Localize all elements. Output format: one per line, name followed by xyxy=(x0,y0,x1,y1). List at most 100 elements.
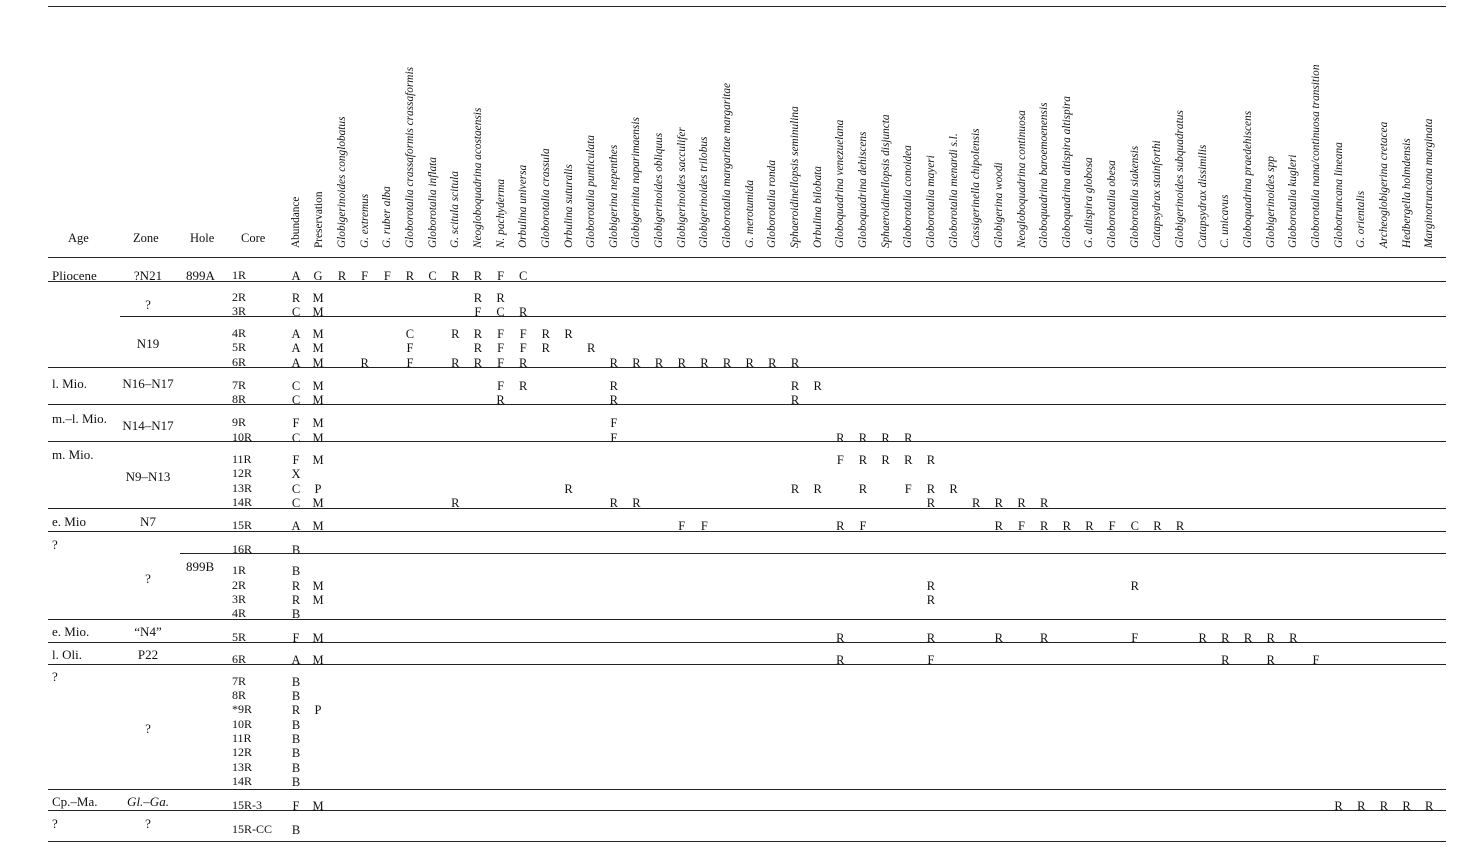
occurrence-cell: R xyxy=(904,431,913,445)
species-header: Globoquadrina dehiscens xyxy=(856,131,869,248)
species-header: Globorotalia menardi s.l. xyxy=(947,133,960,248)
occurrence-cell: F xyxy=(497,327,505,341)
table-top-rule xyxy=(48,6,1446,7)
species-header: Globoquadrina baroemoenensis xyxy=(1038,102,1051,249)
preservation-value: M xyxy=(312,431,324,445)
preservation-value: M xyxy=(312,631,324,645)
abundance-value: A xyxy=(291,356,301,370)
group-separator-rule xyxy=(48,531,1446,532)
zone-label: ?N21 xyxy=(133,268,163,283)
core-label: 5R xyxy=(232,630,247,644)
species-header: Globorotalia margaritae margaritae xyxy=(721,82,734,248)
occurrence-cell: R xyxy=(677,356,686,370)
abundance-value: X xyxy=(291,467,301,481)
occurrence-cell: C xyxy=(405,327,415,341)
occurrence-cell: C xyxy=(519,269,528,283)
header-zone: Zone xyxy=(133,231,159,245)
occurrence-cell: R xyxy=(541,327,551,341)
abundance-value: C xyxy=(291,379,301,393)
occurrence-cell: R xyxy=(972,496,981,510)
occurrence-cell: F xyxy=(678,519,686,533)
occurrence-cell: R xyxy=(858,453,868,467)
occurrence-cell: R xyxy=(473,327,483,341)
species-header: Globorotalia obesa xyxy=(1106,160,1119,248)
abundance-value: R xyxy=(291,579,301,593)
species-header: G. extremus xyxy=(358,193,371,248)
group-separator-rule xyxy=(48,404,1446,405)
core-label: 8R xyxy=(232,688,247,702)
occurrence-cell: R xyxy=(337,269,347,283)
occurrence-cell: R xyxy=(519,305,528,319)
occurrence-cell: R xyxy=(632,356,641,370)
core-label: 4R xyxy=(232,326,247,340)
abundance-value: B xyxy=(291,564,301,578)
species-header: Hedbergella holmdensis xyxy=(1400,138,1413,248)
occurrence-cell: R xyxy=(1130,579,1139,593)
occurrence-cell: R xyxy=(1379,799,1389,813)
species-header: Globorotalia kugleri xyxy=(1287,154,1300,248)
zone-label: N14–N17 xyxy=(122,418,174,433)
abundance-value: C xyxy=(291,305,301,319)
preservation-value: M xyxy=(312,579,324,593)
species-header: Orbulina universa xyxy=(517,164,530,248)
core-label: 11R xyxy=(232,731,252,745)
core-label: 2R xyxy=(232,290,247,304)
age-label: l. Mio. xyxy=(52,376,88,391)
core-label: 12R xyxy=(232,745,253,759)
occurrence-cell: F xyxy=(474,305,482,319)
core-label: 8R xyxy=(232,392,247,406)
occurrence-cell: R xyxy=(1243,631,1253,645)
species-header: Archeoglobigerina cretacea xyxy=(1377,121,1390,248)
species-header: Globigerinoides trilobus xyxy=(698,136,711,248)
zone-label: ? xyxy=(145,816,151,831)
occurrence-cell: R xyxy=(609,379,618,393)
species-header: G. orientalis xyxy=(1355,190,1368,248)
core-label: 7R xyxy=(232,674,247,688)
abundance-value: B xyxy=(291,746,301,760)
occurrence-cell: R xyxy=(609,393,618,407)
group-separator-rule xyxy=(48,664,1446,665)
occurrence-cell: R xyxy=(609,496,618,510)
species-header: G. merotumida xyxy=(743,180,756,248)
occurrence-cell: F xyxy=(1018,519,1025,533)
preservation-value: M xyxy=(312,356,324,370)
species-header: C. unicavus xyxy=(1219,194,1232,248)
core-label: 12R xyxy=(232,466,253,480)
abundance-value: B xyxy=(291,607,301,621)
zone-label: ? xyxy=(145,571,151,586)
occurrence-cell: R xyxy=(858,482,868,496)
abundance-value: B xyxy=(291,761,301,775)
core-label: 3R xyxy=(232,592,247,606)
group-separator-rule xyxy=(180,553,1446,554)
occurrence-cell: F xyxy=(497,379,505,393)
preservation-value: M xyxy=(312,393,324,407)
occurrence-cell: R xyxy=(564,482,573,496)
occurrence-cell: R xyxy=(632,496,641,510)
species-header: G. ruber alba xyxy=(381,186,394,248)
occurrence-cell: R xyxy=(1425,799,1434,813)
occurrence-cell: R xyxy=(745,356,754,370)
zone-label: ? xyxy=(145,297,151,312)
occurrence-cell: F xyxy=(700,519,708,533)
occurrence-cell: R xyxy=(564,327,573,341)
occurrence-cell: R xyxy=(926,482,936,496)
occurrence-cell: R xyxy=(473,269,483,283)
zone-label: N7 xyxy=(140,514,156,529)
occurrence-cell: F xyxy=(383,269,391,283)
group-separator-rule xyxy=(48,789,1446,790)
occurrence-cell: R xyxy=(1017,496,1026,510)
age-label: l. Oli. xyxy=(52,647,82,662)
occurrence-cell: R xyxy=(813,482,822,496)
core-label: *9R xyxy=(232,702,253,716)
abundance-value: B xyxy=(291,775,301,789)
abundance-value: A xyxy=(291,341,301,355)
occurrence-cell: R xyxy=(586,341,596,355)
occurrence-cell: R xyxy=(1266,653,1275,667)
age-label: ? xyxy=(52,537,58,552)
preservation-value: M xyxy=(312,653,324,667)
zone-label: N9–N13 xyxy=(125,469,171,484)
occurrence-cell: R xyxy=(473,356,483,370)
core-label: 16R xyxy=(232,542,253,556)
header-abundance: Abundance xyxy=(290,196,302,248)
